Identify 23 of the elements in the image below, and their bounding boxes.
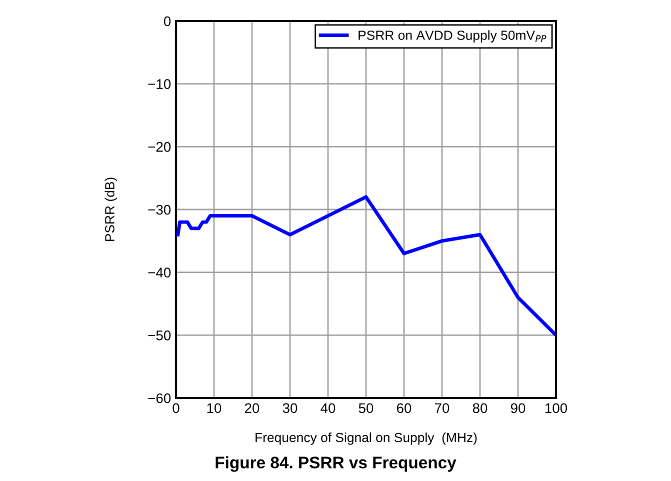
legend-label: PSRR on AVDD Supply 50mV$_{PP}$ [358,30,546,43]
x-tick-label: 90 [510,403,526,414]
x-tick-label: 20 [244,403,260,414]
line-series [176,195,556,337]
text: Figure 84. PSRR vs Frequency [216,456,456,472]
x-tick-label: 100 [545,403,568,414]
y-axis-title: PSRR (dB) [104,178,118,242]
x-tick-label: 60 [396,403,412,414]
y-tick-label: −10 [148,79,171,90]
y-tick-label: −50 [148,330,171,340]
y-tick-label: 0 [164,16,171,26]
y-tick-label: −30 [148,204,171,215]
x-tick-label: 30 [282,403,298,414]
x-tick-label: 0 [172,403,180,414]
x-tick-label: 70 [434,403,450,414]
x-tick-label: 80 [472,403,488,414]
x-tick-label: 10 [207,403,222,414]
x-axis-title: Frequency of Signal on Supply (MHz) [256,432,477,445]
x-tick-label: 40 [320,403,336,414]
y-tick-label: −60 [148,393,171,404]
y-tick-label: −20 [148,142,171,152]
y-tick-label: −40 [148,268,171,278]
x-tick-label: 50 [358,403,374,414]
